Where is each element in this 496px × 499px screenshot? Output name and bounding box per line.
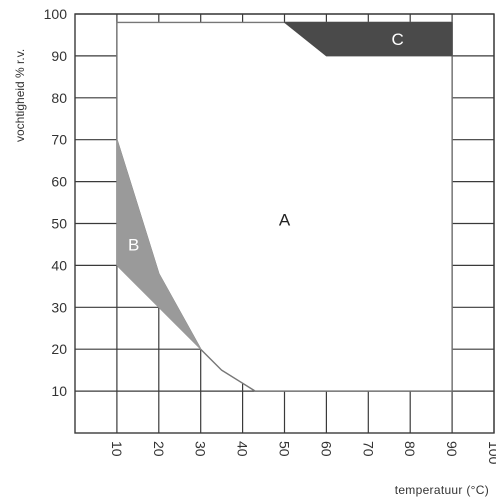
x-tick-label: 100 bbox=[486, 441, 496, 465]
x-tick-label: 70 bbox=[360, 441, 376, 457]
region-labels: A B C bbox=[128, 30, 404, 254]
chart-regions bbox=[116, 21, 453, 392]
y-tick-label: 100 bbox=[44, 6, 68, 22]
y-tick-label: 80 bbox=[51, 90, 67, 106]
x-tick-label: 20 bbox=[151, 441, 167, 457]
y-tick-label: 10 bbox=[51, 383, 67, 399]
y-tick-label: 70 bbox=[51, 132, 67, 148]
region-label-a: A bbox=[279, 210, 291, 229]
x-tick-label: 80 bbox=[402, 441, 418, 457]
x-tick-label: 30 bbox=[193, 441, 209, 457]
y-tick-label: 50 bbox=[51, 216, 67, 232]
x-tick-label: 10 bbox=[109, 441, 125, 457]
y-tick-label: 30 bbox=[51, 299, 67, 315]
x-tick-label: 90 bbox=[444, 441, 460, 457]
region-b-area bbox=[116, 139, 202, 350]
region-label-c: C bbox=[391, 30, 403, 49]
y-tick-label: 40 bbox=[51, 257, 67, 273]
x-axis-title: temperatuur (°C) bbox=[395, 483, 489, 497]
y-tick-labels: 10 20 30 40 50 60 70 80 90 100 bbox=[44, 6, 68, 399]
x-tick-label: 60 bbox=[318, 441, 334, 457]
x-tick-label: 50 bbox=[277, 441, 293, 457]
y-tick-label: 90 bbox=[51, 48, 67, 64]
region-c-area bbox=[284, 21, 453, 57]
region-label-b: B bbox=[128, 235, 139, 254]
y-axis-title: vochtigheid % r.v. bbox=[13, 49, 27, 142]
x-tick-labels: 10 20 30 40 50 60 70 80 90 100 bbox=[109, 441, 496, 465]
y-tick-label: 60 bbox=[51, 174, 67, 190]
x-tick-label: 40 bbox=[235, 441, 251, 457]
y-tick-label: 20 bbox=[51, 341, 67, 357]
